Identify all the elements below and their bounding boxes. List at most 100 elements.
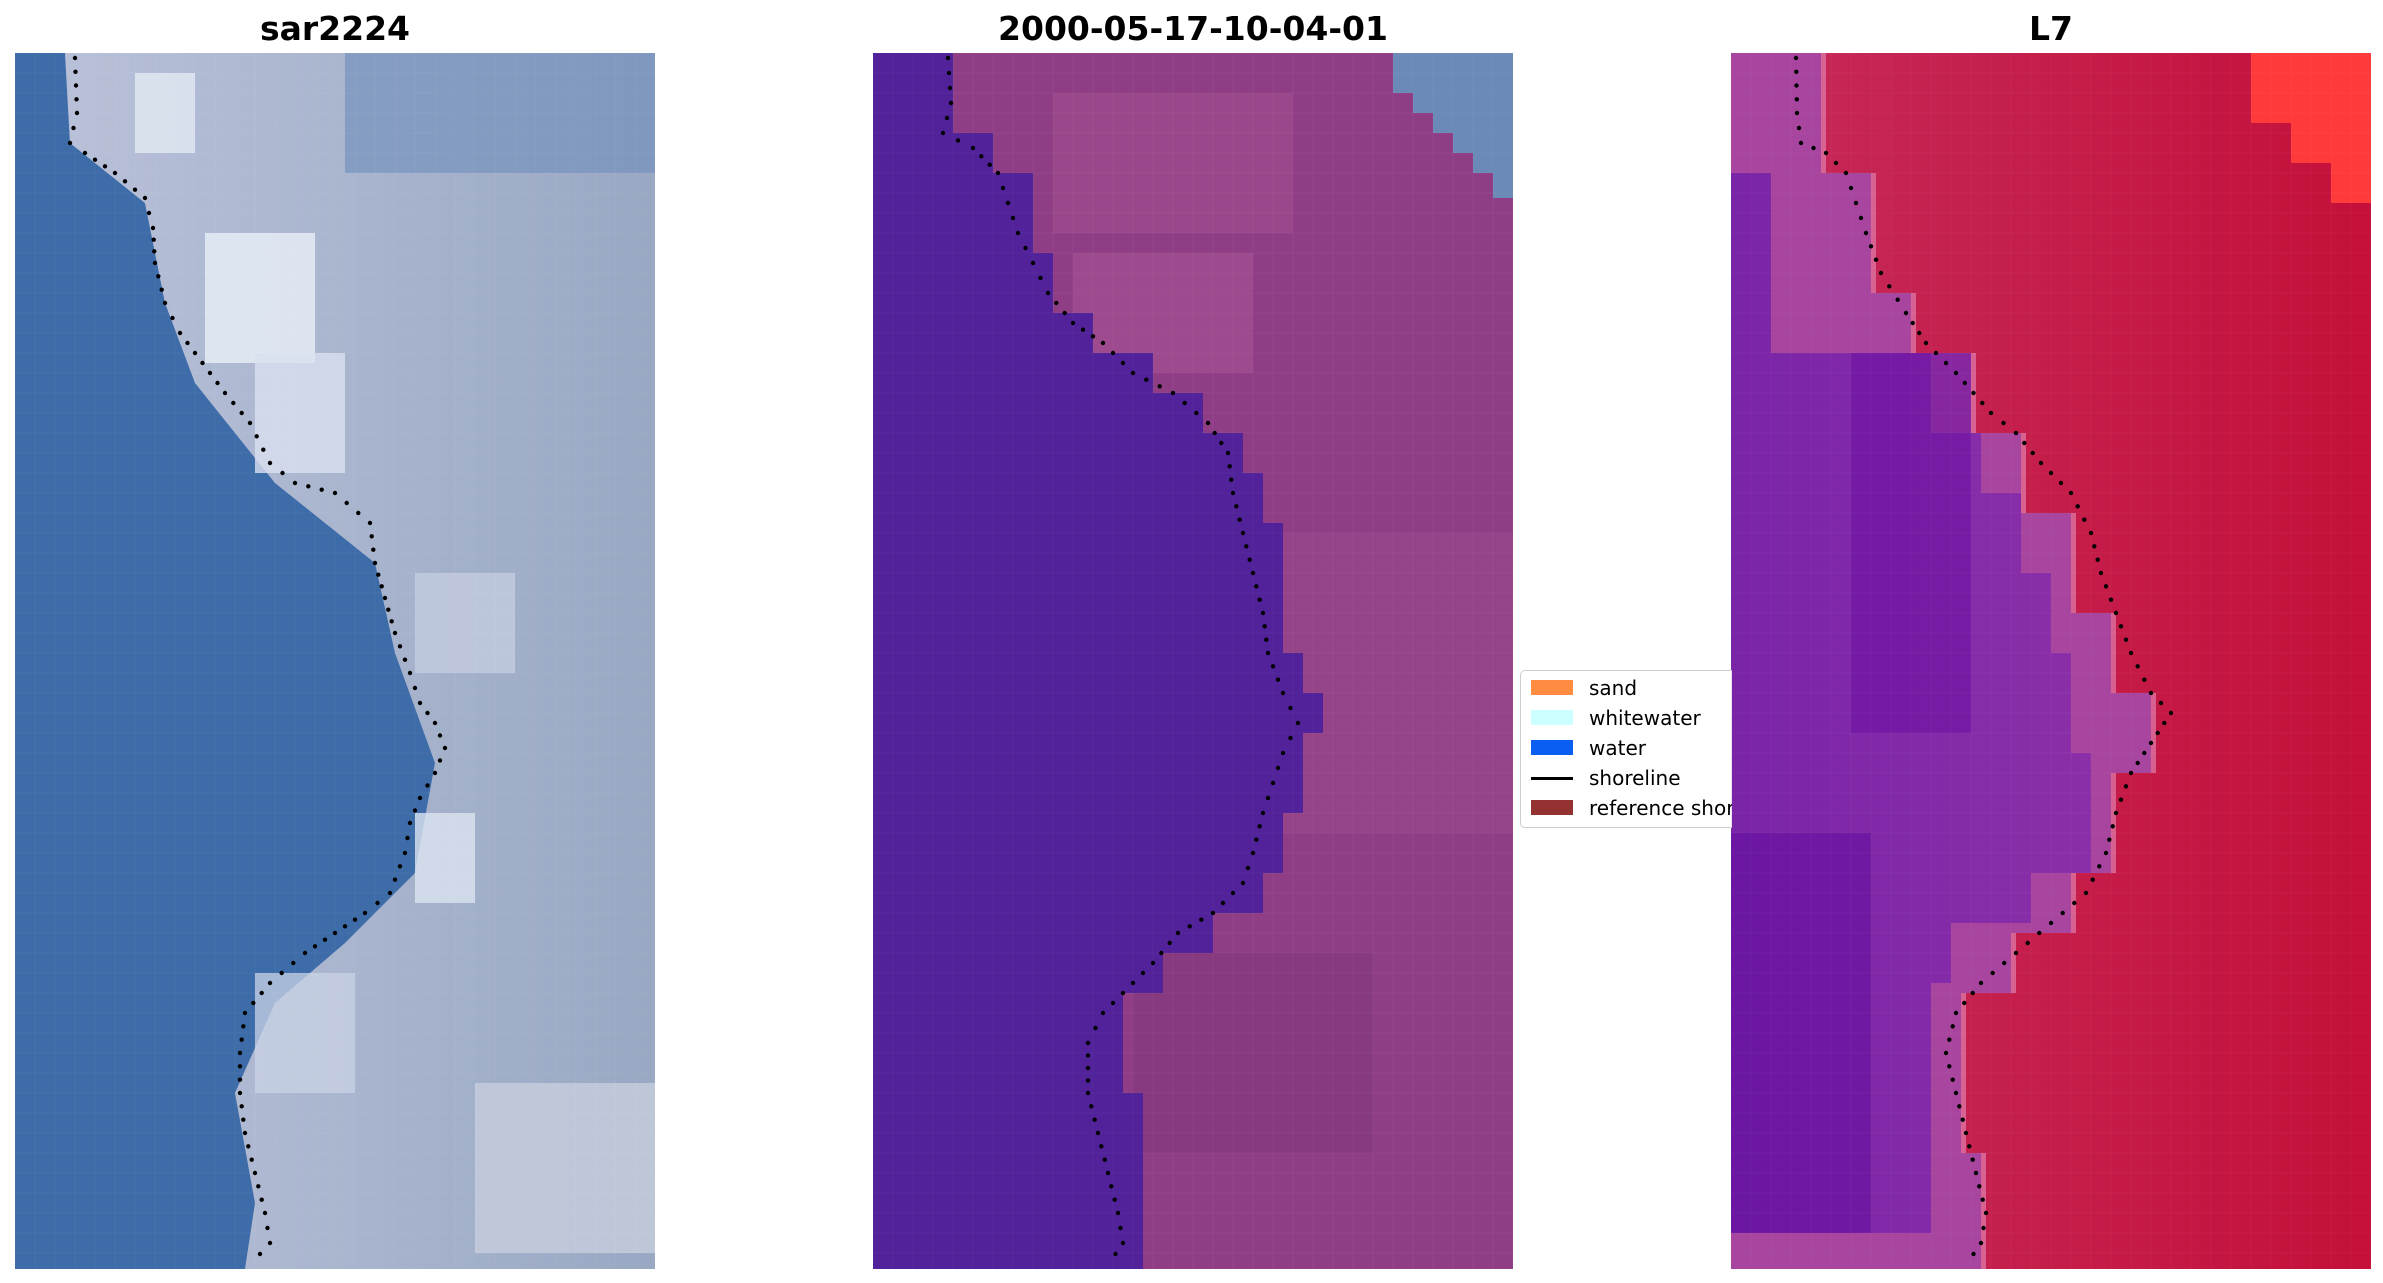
shoreline-point <box>112 170 118 176</box>
shoreline-point <box>371 547 376 552</box>
shoreline-point <box>2113 610 2119 616</box>
shoreline-point <box>2113 810 2119 816</box>
shoreline-point <box>2142 750 2147 756</box>
shoreline-point <box>1254 584 1259 589</box>
shoreline-point <box>1988 410 1994 416</box>
shoreline-point <box>246 1144 251 1149</box>
shoreline-point <box>319 487 324 492</box>
shoreline-point <box>2135 664 2140 669</box>
shoreline-point <box>267 980 273 986</box>
shoreline-point <box>2083 890 2089 896</box>
shoreline-point <box>1953 1090 1959 1096</box>
shoreline-point <box>1110 350 1116 356</box>
shoreline-point <box>259 990 264 996</box>
shoreline-point <box>1858 215 1864 221</box>
shoreline-point <box>200 360 205 366</box>
shoreline-point <box>1933 350 1939 356</box>
shoreline-point <box>1109 1184 1114 1189</box>
shoreline-point <box>71 125 76 131</box>
shoreline-point <box>150 225 156 231</box>
shoreline-point <box>940 130 946 136</box>
shoreline-point <box>2162 720 2167 726</box>
shoreline-point <box>237 1077 243 1082</box>
reference-shoreline-swatch <box>1531 800 1573 815</box>
shoreline-point <box>369 534 374 539</box>
panel-title-classification: 2000-05-17-10-04-01 <box>998 9 1388 48</box>
shoreline-point <box>74 110 80 116</box>
shoreline-point <box>239 1037 244 1042</box>
shoreline-point <box>122 179 128 184</box>
shoreline-point <box>156 274 161 279</box>
shoreline-point <box>946 70 952 76</box>
shoreline-point <box>322 937 328 942</box>
shoreline-point <box>1210 910 1216 916</box>
shoreline-point <box>1983 1210 1989 1216</box>
shoreline-point <box>2128 650 2134 656</box>
shoreline-point <box>222 390 228 396</box>
shoreline-point <box>1970 1157 1975 1162</box>
shoreline-point <box>1062 310 1067 316</box>
shoreline-point <box>251 1000 256 1006</box>
shoreline-point <box>367 520 373 526</box>
shoreline-point <box>389 619 394 624</box>
shoreline-point <box>1796 125 1802 131</box>
shoreline-point <box>1130 370 1136 376</box>
shoreline-point <box>1144 377 1149 382</box>
shoreline-point <box>407 820 413 826</box>
shoreline-point <box>2058 480 2064 486</box>
shoreline-point <box>2142 677 2147 682</box>
shoreline-point <box>1100 340 1106 346</box>
shoreline-point <box>185 340 190 346</box>
shoreline-point <box>159 287 164 292</box>
shoreline-point <box>1793 55 1799 61</box>
shoreline-point <box>2168 710 2174 716</box>
shoreline-point <box>1943 360 1949 366</box>
shoreline-point <box>1811 145 1816 151</box>
shoreline-point <box>177 330 183 336</box>
shoreline-point <box>1230 890 1236 896</box>
shoreline-point <box>412 808 418 813</box>
shoreline-point <box>352 917 358 922</box>
shoreline-point <box>342 924 348 929</box>
shoreline-point <box>1978 1240 1984 1246</box>
shoreline-point <box>261 447 266 452</box>
shoreline-point <box>1182 400 1187 406</box>
whitewater-swatch <box>1531 710 1573 725</box>
shoreline-point <box>1794 83 1799 88</box>
shoreline-point <box>407 670 413 676</box>
shoreline-point <box>1150 960 1156 966</box>
shoreline-point <box>375 900 380 906</box>
shoreline-point <box>1110 1000 1116 1006</box>
shoreline-point <box>1264 637 1269 642</box>
shoreline-point <box>1244 544 1249 549</box>
shoreline-point <box>2038 460 2044 466</box>
shoreline-point <box>1093 1025 1098 1031</box>
shoreline-point <box>1947 1037 1952 1042</box>
shoreline-point <box>279 970 284 976</box>
shoreline-point <box>267 460 273 466</box>
shoreline-point <box>432 770 438 776</box>
shoreline-point <box>2001 420 2006 426</box>
shoreline-point <box>1868 244 1874 249</box>
shoreline-point <box>1843 170 1849 176</box>
shoreline-point <box>262 1210 268 1216</box>
shoreline-point <box>397 864 403 869</box>
shoreline-point <box>2095 557 2100 562</box>
shoreline-point <box>425 783 430 788</box>
shoreline-point <box>1260 810 1266 816</box>
shoreline-point <box>437 758 443 763</box>
shoreline-point <box>405 835 410 841</box>
shoreline-point <box>146 210 152 216</box>
shoreline-point <box>241 1024 246 1029</box>
shoreline-point <box>2025 940 2030 946</box>
shoreline-point <box>170 315 175 321</box>
shoreline-point <box>1953 370 1959 376</box>
shoreline-point <box>1187 924 1192 929</box>
shoreline-point <box>1257 824 1262 829</box>
shoreline-point <box>1981 1225 1986 1231</box>
shoreline-point <box>1038 275 1043 281</box>
shoreline-point <box>1971 1251 1976 1257</box>
shoreline-point <box>2108 597 2114 602</box>
shoreline-point <box>392 877 398 882</box>
